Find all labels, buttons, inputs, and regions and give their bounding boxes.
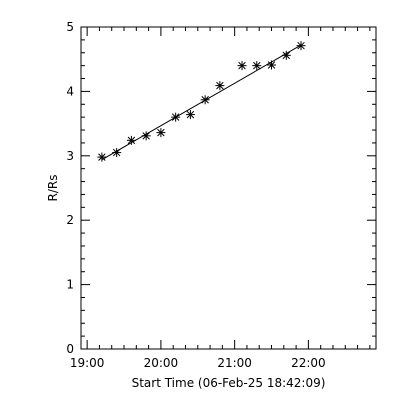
data-point-asterisk xyxy=(112,148,122,158)
asterisk-stroke xyxy=(282,51,290,60)
data-point-asterisk xyxy=(141,131,151,141)
x-tick-label: 20:00 xyxy=(144,356,179,370)
asterisk-stroke xyxy=(238,61,246,70)
asterisk-stroke xyxy=(127,136,136,145)
y-tick-label: 1 xyxy=(66,278,74,292)
asterisk-stroke xyxy=(297,41,305,50)
data-point-asterisk xyxy=(267,60,277,70)
asterisk-stroke xyxy=(171,113,180,121)
y-tick-label: 5 xyxy=(66,20,74,34)
data-point-asterisk xyxy=(185,110,195,120)
asterisk-stroke xyxy=(112,148,121,157)
data-point-asterisk xyxy=(215,81,225,91)
asterisk-stroke xyxy=(267,61,276,69)
y-tick-label: 0 xyxy=(66,342,74,356)
axis-ticks xyxy=(81,26,376,350)
data-point-asterisk xyxy=(200,95,210,105)
asterisk-stroke xyxy=(186,110,195,119)
y-axis-label: R/Rs xyxy=(46,175,60,202)
y-tick-label: 4 xyxy=(66,84,74,98)
data-point-asterisk xyxy=(281,50,291,60)
y-tick-label: 2 xyxy=(66,213,74,227)
plot-frame xyxy=(80,26,377,350)
asterisk-stroke xyxy=(157,128,165,137)
data-point-asterisk xyxy=(252,61,262,71)
asterisk-stroke xyxy=(142,132,150,140)
data-point-asterisk xyxy=(97,152,107,162)
data-point-asterisk xyxy=(237,61,247,71)
data-point-asterisk xyxy=(296,41,306,51)
y-tick-label: 3 xyxy=(66,149,74,163)
x-tick-label: 19:00 xyxy=(70,356,105,370)
x-tick-label: 21:00 xyxy=(217,356,252,370)
asterisk-stroke xyxy=(201,96,209,104)
asterisk-stroke xyxy=(253,61,261,70)
asterisk-stroke xyxy=(216,81,224,90)
data-point-asterisk xyxy=(156,128,166,138)
data-point-asterisk xyxy=(126,135,136,145)
axis-tick-labels: 19:00 20:00 21:00 22:00 0 1 2 3 4 5 xyxy=(66,20,325,370)
x-tick-label: 22:00 xyxy=(291,356,326,370)
x-axis-label: Start Time (06-Feb-25 18:42:09) xyxy=(132,376,326,390)
data-point-asterisk xyxy=(171,112,181,122)
asterisk-stroke xyxy=(98,153,106,161)
data-points xyxy=(97,41,306,162)
